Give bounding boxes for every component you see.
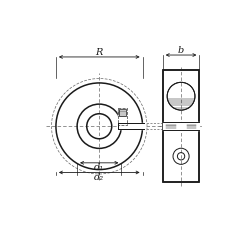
Text: R: R (96, 48, 103, 57)
Text: d₁: d₁ (94, 163, 104, 172)
Text: d₂: d₂ (94, 173, 104, 182)
Polygon shape (118, 108, 127, 125)
Polygon shape (163, 122, 199, 130)
Text: b: b (178, 46, 184, 55)
Polygon shape (163, 70, 199, 182)
